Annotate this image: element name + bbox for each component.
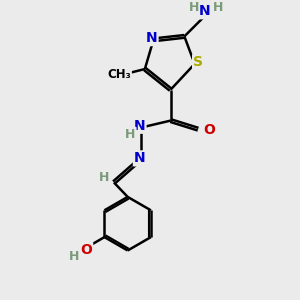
Text: O: O: [80, 243, 92, 257]
Text: H: H: [212, 2, 223, 14]
Text: O: O: [203, 123, 215, 137]
Text: H: H: [99, 171, 110, 184]
Text: S: S: [193, 55, 203, 69]
Text: CH₃: CH₃: [107, 68, 131, 81]
Text: H: H: [188, 1, 199, 14]
Text: H: H: [125, 128, 136, 141]
Text: H: H: [69, 250, 80, 263]
Text: N: N: [199, 4, 211, 18]
Text: N: N: [134, 119, 146, 133]
Text: N: N: [146, 31, 158, 45]
Text: N: N: [134, 152, 146, 165]
